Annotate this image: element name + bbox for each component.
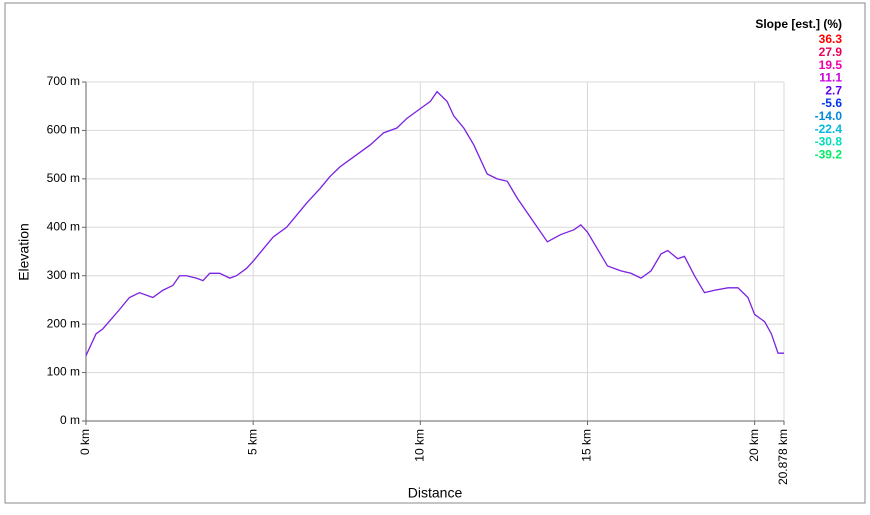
y-tick-label: 300 m bbox=[47, 268, 80, 282]
x-tick-label: 20 km bbox=[747, 429, 761, 462]
frame bbox=[4, 2, 866, 504]
x-tick-label: 0 km bbox=[78, 429, 92, 455]
legend-entry: -39.2 bbox=[815, 147, 843, 161]
legend-entry: 27.9 bbox=[819, 45, 843, 59]
y-tick-label: 600 m bbox=[47, 123, 80, 137]
x-axis-label: Distance bbox=[408, 485, 463, 501]
legend-entry: -22.4 bbox=[815, 122, 843, 136]
legend-entry: 19.5 bbox=[819, 58, 843, 72]
y-tick-label: 500 m bbox=[47, 171, 80, 185]
elevation-line bbox=[85, 90, 784, 356]
legend-entry: 2.7 bbox=[825, 83, 842, 97]
x-tick-label: 5 km bbox=[245, 429, 259, 455]
y-tick-label: 100 m bbox=[47, 365, 80, 379]
legend-entry: 36.3 bbox=[819, 32, 843, 46]
legend-entry: 11.1 bbox=[819, 71, 842, 85]
legend-entry: -5.6 bbox=[821, 96, 842, 110]
y-tick-label: 0 m bbox=[60, 413, 80, 427]
legend-entry: -14.0 bbox=[815, 109, 843, 123]
y-axis-label: Elevation bbox=[16, 223, 32, 281]
x-tick-label: 15 km bbox=[580, 429, 594, 462]
y-tick-label: 200 m bbox=[47, 316, 80, 330]
x-tick-label: 20.878 km bbox=[776, 429, 790, 485]
y-tick-label: 700 m bbox=[47, 74, 80, 88]
x-tick-label: 10 km bbox=[412, 429, 426, 462]
legend-entry: -30.8 bbox=[815, 135, 843, 149]
y-tick-label: 400 m bbox=[47, 219, 80, 233]
legend-title: Slope [est.] (%) bbox=[755, 17, 842, 31]
